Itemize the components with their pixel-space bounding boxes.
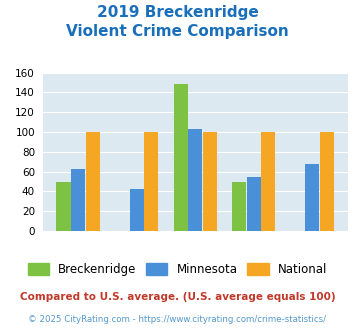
Bar xyxy=(144,132,158,231)
Bar xyxy=(232,182,246,231)
Bar xyxy=(261,132,275,231)
Bar xyxy=(320,132,334,231)
Bar xyxy=(130,189,144,231)
Bar xyxy=(247,177,261,231)
Legend: Breckenridge, Minnesota, National: Breckenridge, Minnesota, National xyxy=(23,258,332,281)
Bar xyxy=(174,84,188,231)
Text: © 2025 CityRating.com - https://www.cityrating.com/crime-statistics/: © 2025 CityRating.com - https://www.city… xyxy=(28,315,327,324)
Bar xyxy=(203,132,217,231)
Bar xyxy=(86,132,100,231)
Text: Compared to U.S. average. (U.S. average equals 100): Compared to U.S. average. (U.S. average … xyxy=(20,292,335,302)
Text: Violent Crime Comparison: Violent Crime Comparison xyxy=(66,24,289,39)
Bar xyxy=(71,169,85,231)
Bar xyxy=(188,129,202,231)
Bar xyxy=(305,164,320,231)
Text: 2019 Breckenridge: 2019 Breckenridge xyxy=(97,5,258,20)
Bar xyxy=(56,182,71,231)
